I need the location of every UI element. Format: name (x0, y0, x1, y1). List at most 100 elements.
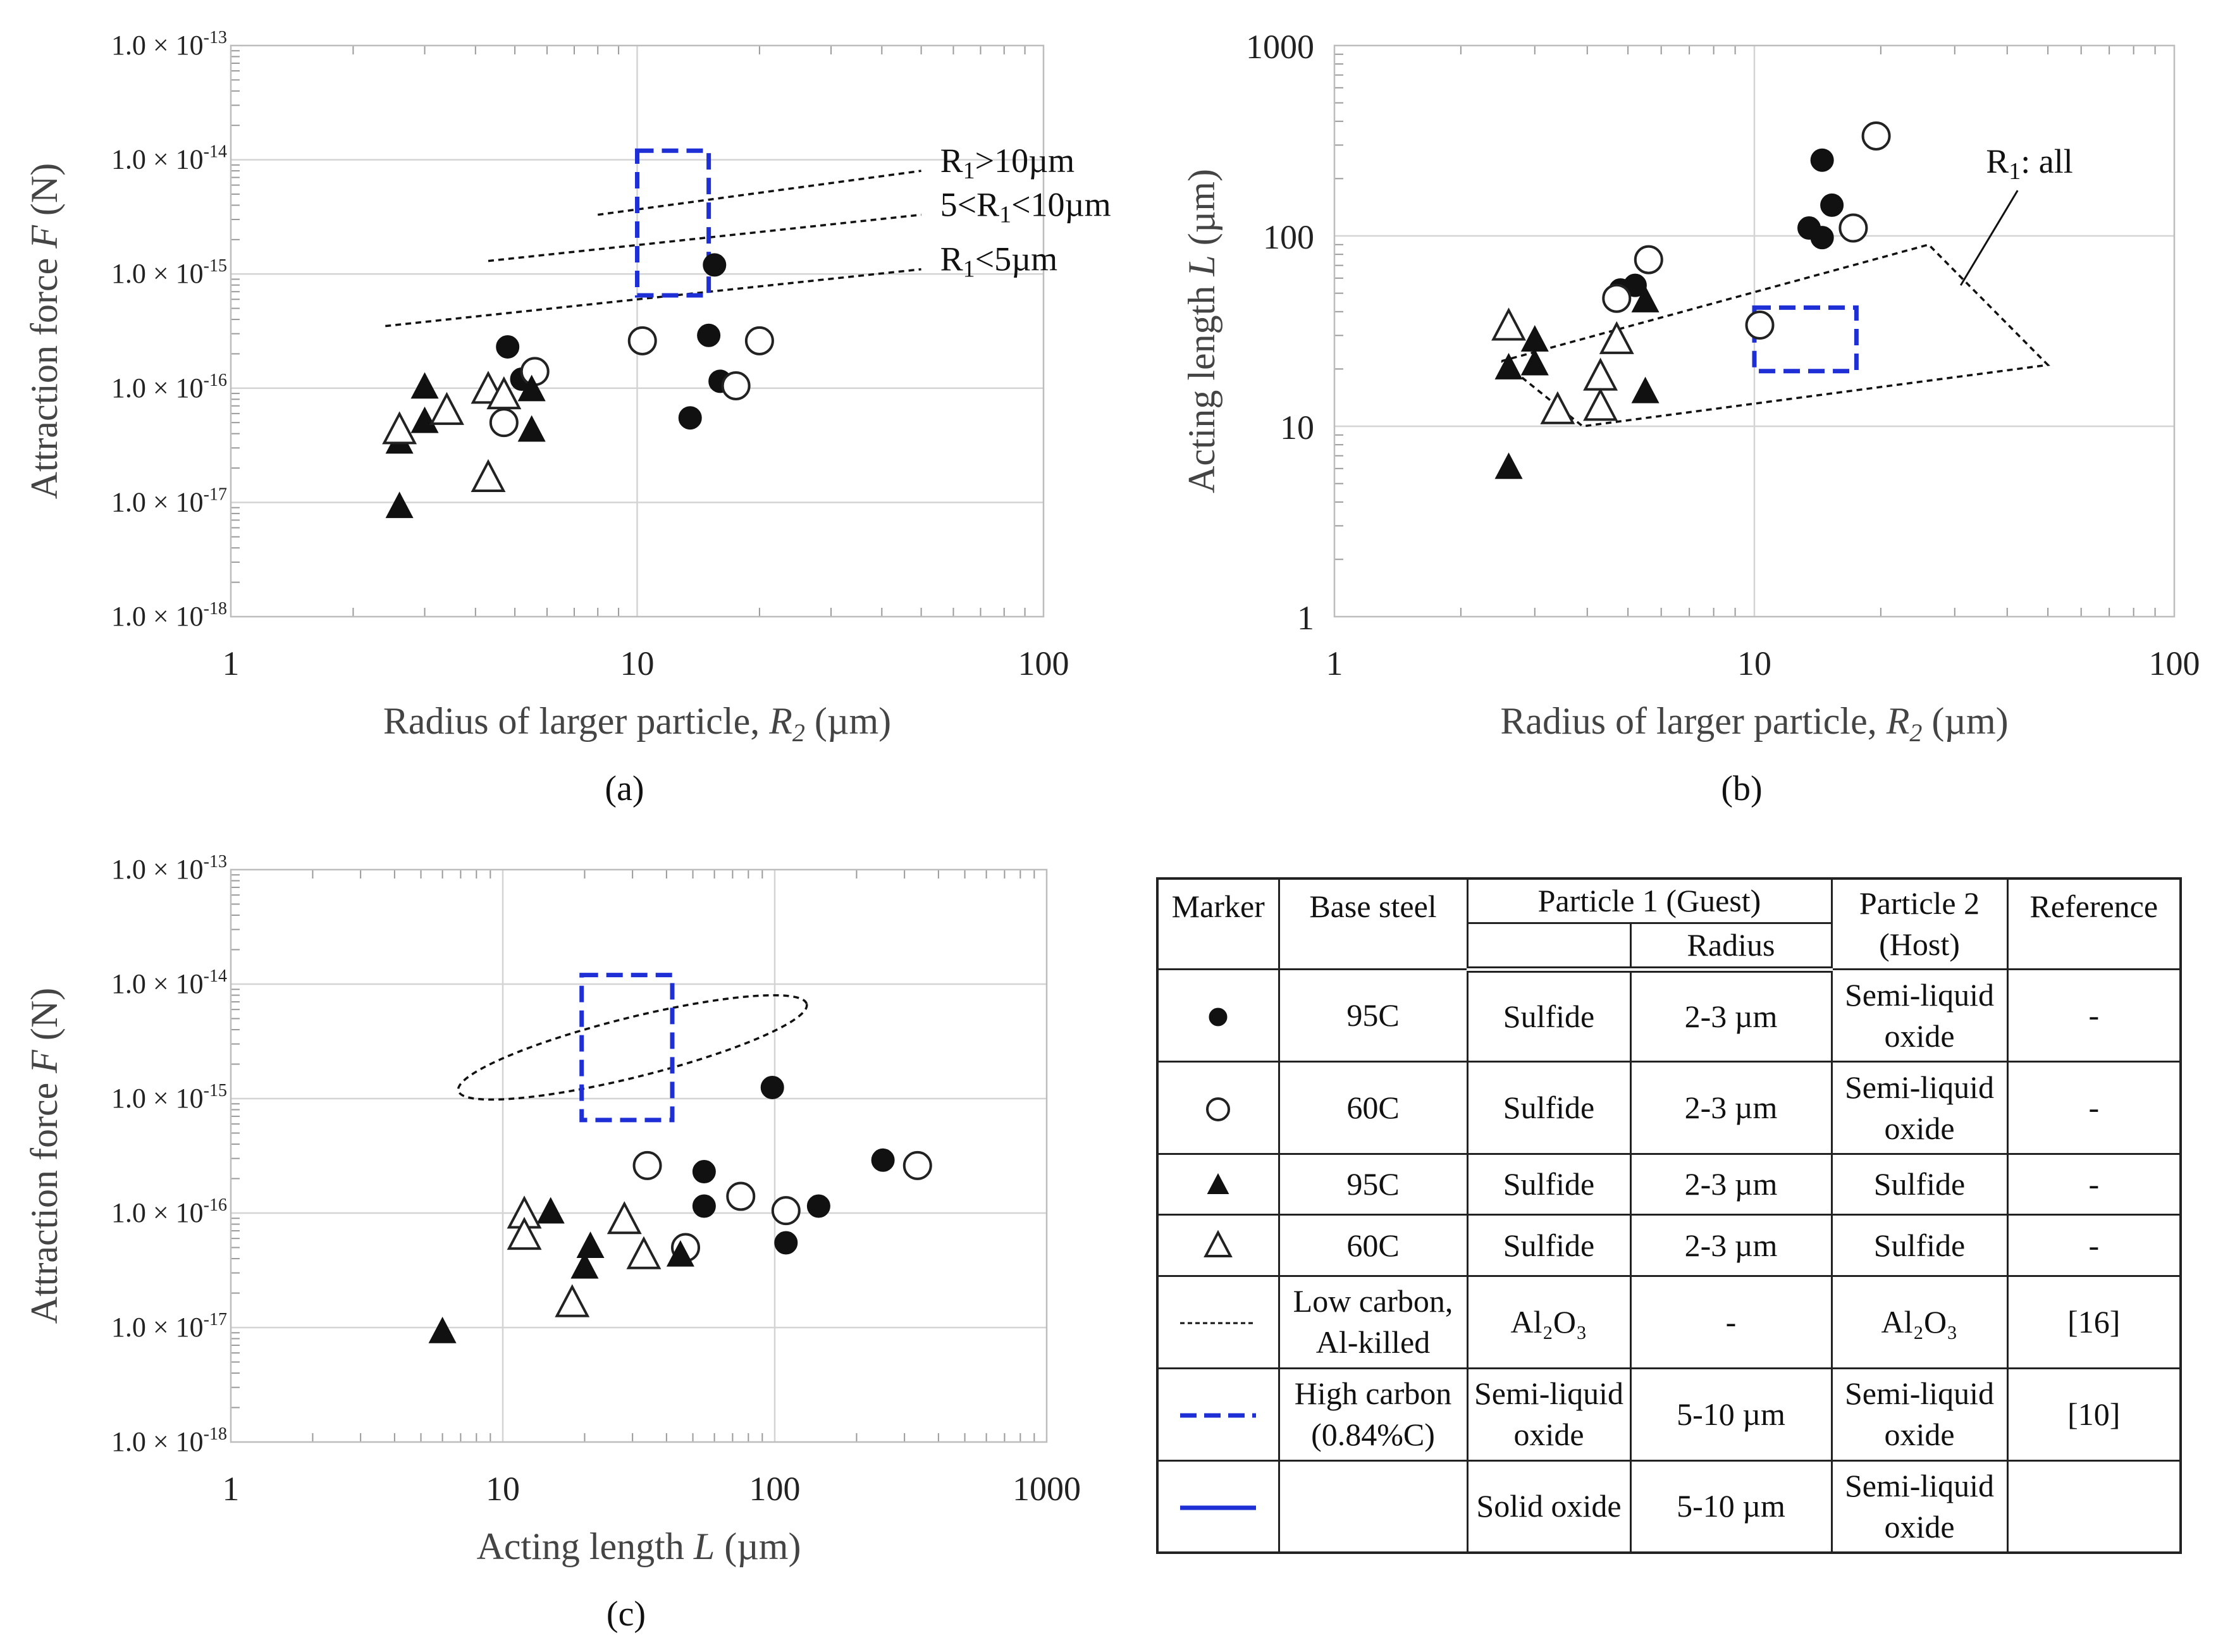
legend-marker-shape (1209, 1008, 1228, 1026)
legend-cell-particle2: Sulfide (1830, 1214, 2009, 1277)
data-point-filled-circle (678, 406, 702, 430)
data-series (1602, 121, 1891, 340)
x-tick-label: 10 (620, 644, 655, 682)
x-tick-label: 10 (486, 1470, 520, 1508)
y-tick-label: 1.0 × 10-13 (111, 28, 227, 61)
legend-marker-open-circle (1206, 1097, 1231, 1121)
chart-panel-c: 1 10 100 1000 1.0 × 10-18 1.0 × 10-17 1.0 × 10… (23, 852, 1081, 1634)
chart-panel-b: 1 10 100 1 10 100 1000 Radius of larger particl… (1181, 28, 2200, 808)
legend-marker-cell (1156, 1152, 1280, 1216)
data-series (632, 1150, 932, 1262)
reference-region-label: R1: all (1986, 142, 2073, 185)
y-axis-label: Acting length L (µm) (1181, 169, 1222, 493)
data-point-open-triangle (607, 1201, 642, 1235)
legend-cell-radius: 2-3 µm (1629, 1152, 1833, 1216)
legend-cell-reference: - (2006, 968, 2182, 1063)
legend-cell-particle1: Solid oxide (1466, 1459, 1632, 1554)
high-carbon-region (1752, 305, 1859, 374)
legend-cell-particle2: Semi-liquid oxide (1830, 1367, 2009, 1462)
data-point-open-circle (726, 1181, 756, 1211)
y-tick-label: 1.0 × 10-17 (111, 1310, 227, 1343)
legend-marker-cell (1156, 1061, 1280, 1155)
data-point-open-triangle (1491, 307, 1527, 341)
data-point-filled-circle (496, 335, 520, 359)
data-point-filled-circle (692, 1194, 716, 1218)
y-tick-label: 1.0 × 10-15 (111, 1081, 227, 1114)
reference-line-label: 5<R1<10µm (940, 186, 1111, 228)
legend-row: High carbon (0.84%C) Semi-liquid oxide 5-1… (1156, 1367, 2182, 1462)
legend-cell-particle1: Sulfide (1466, 1152, 1632, 1216)
data-series (382, 371, 522, 493)
chart-panel-a: 1 10 100 1.0 × 10-18 1.0 × 10-17 1.0 × 10-16 1… (23, 28, 1111, 808)
legend-cell-particle1: Sulfide (1466, 1061, 1632, 1155)
header-reference: Reference (2006, 877, 2182, 971)
data-point-open-triangle (555, 1284, 590, 1317)
data-point-open-circle (627, 326, 657, 355)
data-point-filled-circle (1623, 273, 1647, 297)
data-point-filled-circle (774, 1231, 798, 1255)
legend-cell-radius: 5-10 µm (1629, 1459, 1833, 1554)
panel-label: (a) (605, 769, 644, 808)
data-point-filled-triangle (428, 1316, 457, 1343)
legend-marker-filled-triangle (1207, 1173, 1229, 1194)
reference-region (1501, 243, 2050, 428)
plot-frame (1333, 44, 2176, 618)
legend-cell-base-steel: High carbon (0.84%C) (1278, 1367, 1469, 1462)
data-series (1494, 286, 1660, 479)
legend-row: 95C Sulfide 2-3 µm Sulfide - (1156, 1152, 2182, 1216)
legend-cell-radius: 2-3 µm (1629, 1061, 1833, 1155)
data-point-filled-circle (1820, 193, 1844, 217)
data-point-open-triangle (1540, 391, 1575, 424)
data-point-filled-circle (871, 1148, 895, 1172)
legend-cell-radius: 5-10 µm (1629, 1367, 1833, 1462)
header-base-steel: Base steel (1278, 877, 1469, 971)
y-axis-label: Attraction force F (N) (23, 163, 65, 499)
legend-cell-particle1: Sulfide (1466, 968, 1632, 1063)
x-tick-label: 1000 (1013, 1470, 1081, 1508)
legend-marker-blue-dashed-line (1180, 1413, 1257, 1418)
legend-cell-reference: - (2006, 1214, 2182, 1277)
legend-marker-shape (1207, 1173, 1229, 1194)
legend-marker-cell (1156, 1214, 1280, 1277)
x-axis-label: Radius of larger particle, R2 (µm) (383, 700, 891, 747)
legend-row: Solid oxide 5-10 µm Semi-liquid oxide (1156, 1459, 2182, 1554)
panel-label: (b) (1721, 769, 1762, 808)
data-point-open-circle (721, 371, 751, 400)
reference-line (597, 170, 921, 216)
legend-marker-cell (1156, 1274, 1280, 1369)
data-point-filled-triangle (1494, 452, 1523, 479)
y-axis-label: Attraction force F (N) (23, 988, 65, 1324)
reference-line (385, 268, 921, 328)
high-carbon-region (635, 148, 711, 298)
x-tick-label: 1 (223, 644, 240, 682)
x-tick-label: 1 (223, 1470, 240, 1508)
data-point-open-triangle (471, 459, 506, 493)
legend-row: 95C Sulfide 2-3 µm Semi-liquid oxide - (1156, 968, 2182, 1063)
data-point-open-circle (1861, 121, 1891, 151)
plot-frame (230, 44, 1045, 618)
legend-row: Low carbon, Al-killed Al₂O₃ - Al₂O₃ [16] (1156, 1274, 2182, 1369)
y-tick-label: 1.0 × 10-18 (111, 599, 227, 632)
x-tick-label: 10 (1737, 644, 1771, 682)
legend-cell-base-steel: 60C (1278, 1061, 1469, 1155)
legend-cell-reference: [10] (2006, 1367, 2182, 1462)
reference-line-label: R1<5µm (940, 240, 1058, 283)
data-point-filled-triangle (576, 1231, 605, 1258)
legend-row: 60C Sulfide 2-3 µm Sulfide - (1156, 1214, 2182, 1277)
data-point-filled-circle (692, 1160, 716, 1184)
x-tick-label: 100 (2149, 644, 2200, 682)
header-marker: Marker (1156, 877, 1280, 971)
data-point-filled-circle (760, 1075, 784, 1099)
reference-region-leader (1959, 190, 2019, 286)
data-point-filled-triangle (666, 1240, 694, 1267)
legend-cell-base-steel: 95C (1278, 968, 1469, 1063)
y-tick-label: 10 (1280, 409, 1314, 447)
data-point-open-triangle (429, 391, 464, 425)
data-point-open-triangle (1583, 388, 1618, 421)
y-tick-label: 1000 (1246, 28, 1314, 66)
plot-frame (230, 868, 1048, 1443)
legend-cell-particle2: Al₂O₃ (1830, 1274, 2009, 1369)
y-tick-label: 1.0 × 10-14 (111, 142, 227, 175)
data-point-filled-triangle (517, 374, 546, 402)
data-point-open-circle (1634, 245, 1663, 274)
